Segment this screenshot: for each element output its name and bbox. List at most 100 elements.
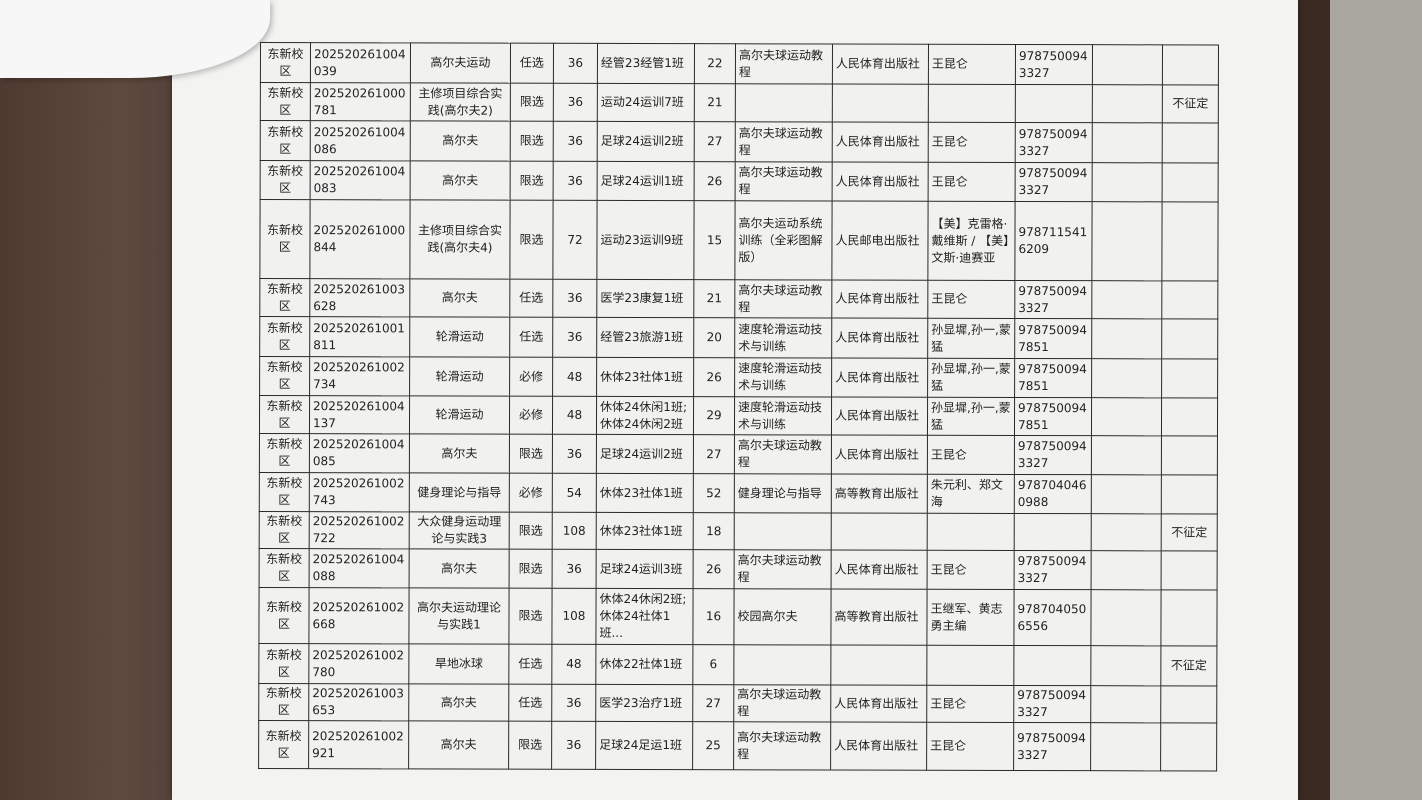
course-type-cell: 必修 [509,473,553,513]
textbook-cell: 高尔夫球运动教程 [735,161,833,201]
course-code-cell: 202520261000844 [309,199,411,279]
table-row: 东新校区 202520261000781 主修项目综合实践(高尔夫2) 限选 36 运动2… [260,82,1219,124]
student-count-cell: 6 [692,644,734,685]
course-type-cell: 必修 [509,357,553,397]
note-cell [1161,280,1218,320]
textbook-cell: 高尔夫运动系统训练（全彩图解版） [734,200,833,280]
author-cell: 王昆仑 [927,435,1015,475]
textbook-cell: 高尔夫球运动教程 [734,279,832,318]
note-cell [1160,722,1217,772]
hours-cell: 36 [552,317,597,358]
extra-cell [1090,722,1161,771]
extra-cell [1092,122,1163,163]
isbn-cell: 9787500943327 [1015,162,1093,202]
table-row: 东新校区 202520261002668 高尔夫运动理论与实践1 限选 108 休体24休… [258,587,1218,647]
course-code-cell: 202520261001811 [309,316,410,357]
student-count-cell: 16 [692,588,735,645]
publisher-cell: 人民体育出版社 [832,43,929,85]
isbn-cell: 9787500947851 [1014,397,1092,436]
student-count-cell: 26 [693,549,735,589]
author-cell: 王昆仑 [928,122,1016,163]
course-name-cell: 高尔夫 [409,548,510,589]
course-code-cell: 202520261004083 [310,160,411,200]
textbook-cell: 高尔夫球运动教程 [735,43,833,84]
class-cell: 运动23运训9班 [596,200,695,280]
class-cell: 医学23康复1班 [596,279,694,318]
course-name-cell: 高尔夫 [410,120,511,162]
textbook-cell: 速度轮滑运动技术与训练 [734,317,832,358]
campus-cell: 东新校区 [258,683,309,721]
note-cell [1161,474,1218,515]
textbook-cell: 高尔夫球运动教程 [734,549,832,589]
campus-cell: 东新校区 [260,160,311,200]
class-cell: 休体23社体1班 [596,473,694,513]
note-cell [1160,589,1218,647]
isbn-cell: 9787500943327 [1013,722,1091,771]
campus-cell: 东新校区 [258,643,309,684]
extra-cell [1091,201,1163,281]
course-code-cell: 202520261004137 [309,395,410,434]
isbn-cell: 9787040506556 [1013,589,1092,646]
campus-cell: 东新校区 [258,587,310,644]
hours-cell: 48 [552,396,597,435]
student-count-cell: 21 [694,83,736,122]
extra-cell [1092,44,1163,85]
course-name-cell: 轮滑运动 [409,356,510,397]
isbn-cell: 9787500943327 [1015,44,1093,85]
student-count-cell: 27 [694,121,736,162]
publisher-cell: 人民体育出版社 [832,161,929,202]
course-type-cell: 限选 [510,121,554,162]
campus-cell: 东新校区 [260,82,311,121]
course-type-cell: 限选 [509,549,553,589]
table-row: 东新校区 202520261004137 轮滑运动 必修 48 休体24休闲1班;休体24… [259,395,1218,437]
author-cell: 王昆仑 [926,685,1014,723]
course-name-cell: 高尔夫 [408,720,509,770]
course-code-cell: 202520261000781 [310,82,411,121]
isbn-cell: 9787500947851 [1014,358,1092,398]
table-row: 东新校区 202520261001811 轮滑运动 任选 36 经管23旅游1班 20 速度轮… [259,316,1218,360]
course-code-cell: 202520261002734 [309,356,410,396]
course-type-cell: 限选 [510,161,554,201]
student-count-cell: 20 [693,317,735,358]
campus-cell: 东新校区 [259,356,310,396]
note-cell [1162,122,1219,164]
course-name-cell: 高尔夫运动 [410,42,511,84]
extra-cell [1091,358,1162,398]
course-name-cell: 轮滑运动 [409,316,510,358]
textbook-cell: 高尔夫球运动教程 [733,721,831,770]
class-cell: 足球24足运1班 [595,721,693,770]
isbn-cell [1015,84,1093,123]
class-cell: 休体24休闲1班;休体24休闲2班 [596,396,694,435]
course-type-cell: 任选 [508,684,552,722]
publisher-cell: 高等教育出版社 [830,588,928,646]
isbn-cell: 9787115416209 [1014,201,1093,281]
campus-cell: 东新校区 [260,120,311,161]
course-code-cell: 202520261004088 [309,548,410,588]
author-cell: 王昆仑 [927,550,1015,590]
hours-cell: 54 [552,473,597,513]
course-name-cell: 高尔夫 [410,160,511,201]
course-code-cell: 202520261002668 [308,587,410,644]
publisher-cell: 人民体育出版社 [831,434,928,475]
campus-cell: 东新校区 [259,316,310,357]
course-name-cell: 主修项目综合实践(高尔夫2) [410,82,511,122]
hours-cell: 36 [552,434,597,474]
publisher-cell [831,512,928,551]
course-code-cell: 202520261004086 [310,120,411,161]
publisher-cell: 人民体育出版社 [831,396,928,436]
extra-cell [1090,645,1161,686]
note-cell [1162,44,1219,86]
publisher-cell: 人民体育出版社 [831,317,928,359]
table-row: 东新校区 202520261004083 高尔夫 限选 36 足球24运训1班 26 高尔夫球… [260,160,1219,203]
publisher-cell: 人民体育出版社 [831,279,928,319]
course-type-cell: 任选 [510,43,554,84]
student-count-cell: 29 [693,396,735,435]
isbn-cell: 9787500943327 [1015,122,1093,163]
author-cell: 王昆仑 [928,162,1016,202]
student-count-cell: 26 [693,357,735,397]
textbook-cell: 校园高尔夫 [733,588,832,645]
course-name-cell: 高尔夫 [409,433,510,474]
table-row: 东新校区 202520261004039 高尔夫运动 任选 36 经管23经管1班 22 高尔… [260,42,1219,86]
course-code-cell: 202520261002921 [308,720,409,769]
textbook-cell: 速度轮滑运动技术与训练 [734,396,832,435]
